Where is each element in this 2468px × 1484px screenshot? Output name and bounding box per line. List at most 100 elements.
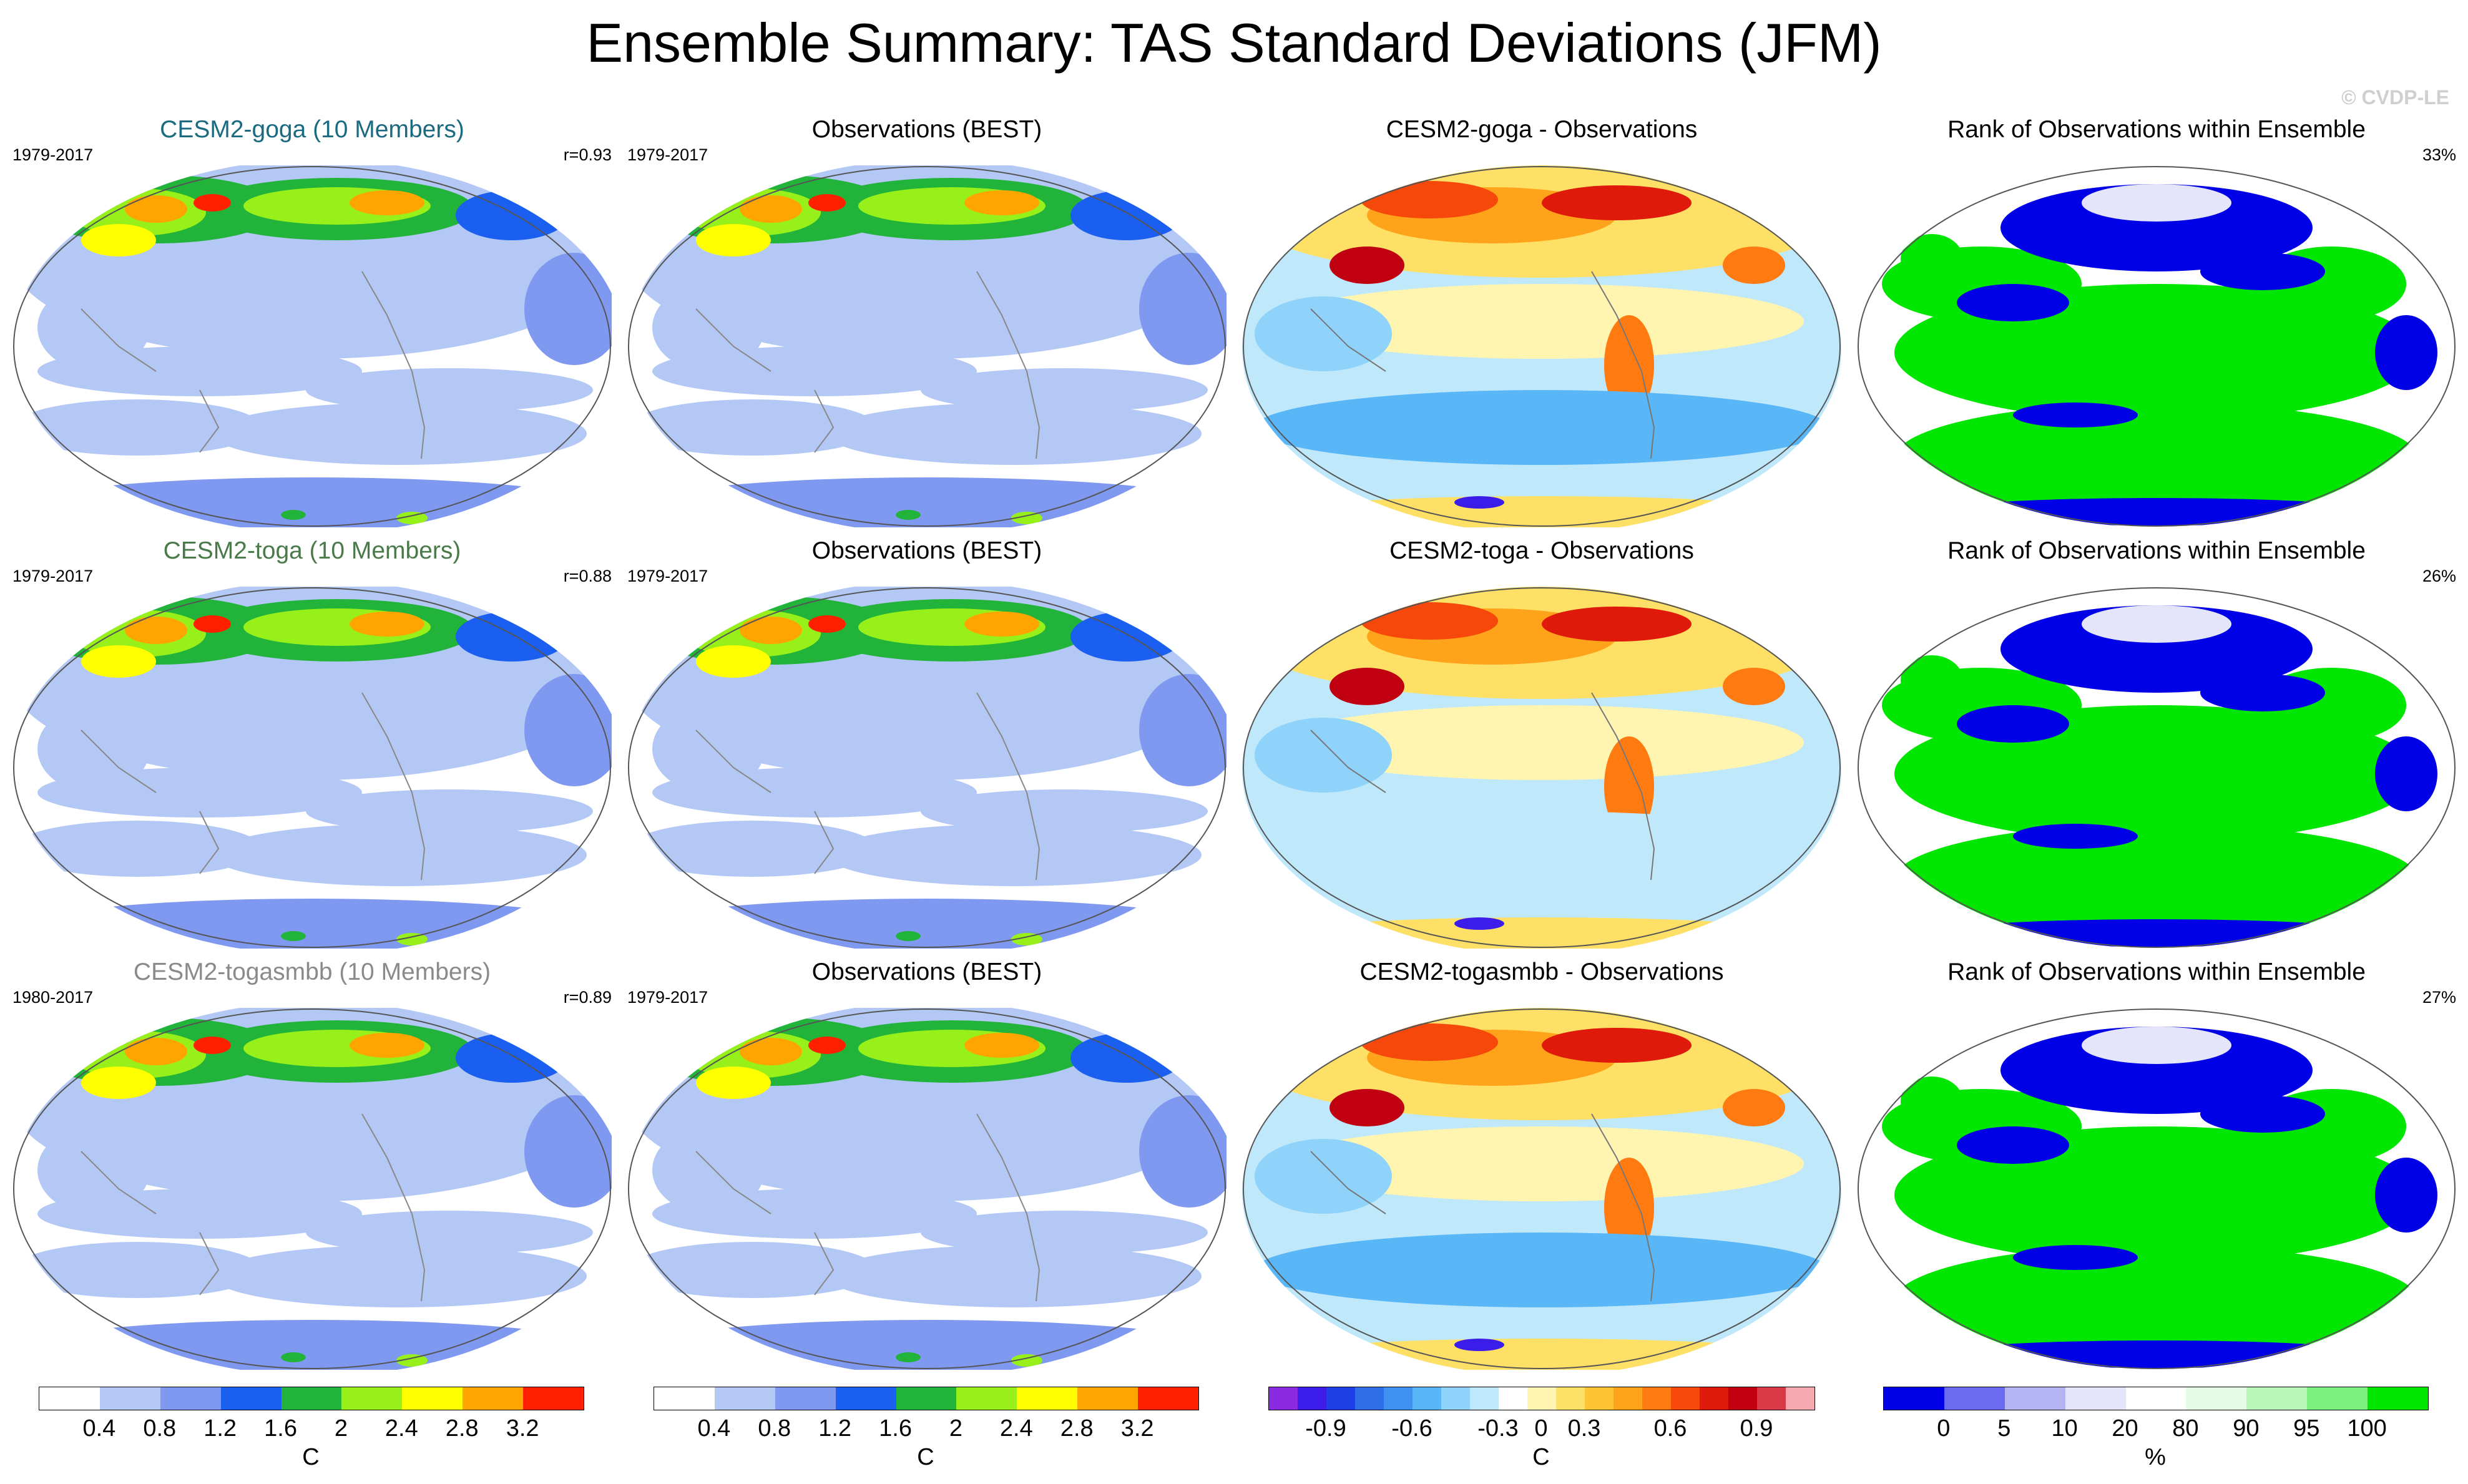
- colorbar-tick-label: -0.9: [1305, 1415, 1346, 1442]
- pattern-correlation: r=0.89: [563, 988, 612, 1007]
- colorbar-model-std: 0.4 0.8 1.2 1.6 2 2.4 2.8 3.2 C: [39, 1387, 650, 1474]
- model-std-map: [12, 1008, 612, 1370]
- colorbar-swatch: [39, 1387, 100, 1410]
- panel-diff-0: CESM2-goga - Observations: [1242, 115, 1841, 529]
- colorbar-tick-label: 0.8: [758, 1415, 791, 1442]
- panel-obs-0: Observations (BEST) 1979-2017: [627, 115, 1227, 529]
- colorbar-tick-label: 10: [2051, 1415, 2078, 1442]
- colorbar-swatch: [835, 1387, 896, 1410]
- obs-std-map: [627, 1008, 1227, 1370]
- pattern-correlation: r=0.88: [563, 567, 612, 585]
- colorbar-swatch: [1499, 1387, 1527, 1410]
- colorbar-obs-std: 0.4 0.8 1.2 1.6 2 2.4 2.8 3.2 C: [654, 1387, 1265, 1474]
- colorbar-tick-label: 2.4: [384, 1415, 418, 1442]
- colorbar-tick-label: 95: [2293, 1415, 2320, 1442]
- colorbar-tick-label: -0.6: [1391, 1415, 1432, 1442]
- panel-rank-1: Rank of Observations within Ensemble 26%: [1857, 537, 2456, 950]
- colorbar-swatch: [1527, 1387, 1556, 1410]
- colorbar-swatch: [1470, 1387, 1499, 1410]
- colorbar-tick-label: 90: [2233, 1415, 2260, 1442]
- rank-percent: 27%: [2422, 988, 2456, 1007]
- pattern-correlation: r=0.93: [563, 145, 612, 164]
- colorbar-unit: C: [1532, 1444, 1550, 1470]
- colorbar-swatch: [1556, 1387, 1585, 1410]
- panel-model-1: CESM2-toga (10 Members) 1979-2017 r=0.88: [12, 537, 612, 950]
- colorbar-swatch: [523, 1387, 584, 1410]
- difference-map: [1242, 587, 1841, 949]
- colorbar-swatch: [1298, 1387, 1326, 1410]
- colorbar-swatch: [220, 1387, 282, 1410]
- colorbar-swatch: [160, 1387, 221, 1410]
- panel-diff-2: CESM2-togasmbb - Observations: [1242, 958, 1841, 1371]
- colorbar-tick-label: 0.6: [1653, 1415, 1687, 1442]
- panel-title: Observations (BEST): [811, 959, 1042, 985]
- rank-map: [1857, 587, 2456, 949]
- colorbar-swatch: [896, 1387, 957, 1410]
- colorbar-swatch: [1355, 1387, 1384, 1410]
- colorbar-swatch: [341, 1387, 403, 1410]
- panel-title: CESM2-toga - Observations: [1389, 537, 1694, 564]
- colorbar-swatch: [1944, 1387, 2005, 1410]
- colorbar-swatch: [1138, 1387, 1198, 1410]
- years-label: 1979-2017: [12, 567, 94, 585]
- model-std-map: [12, 165, 612, 527]
- colorbar-swatch: [2368, 1387, 2428, 1410]
- colorbar-swatch: [1728, 1387, 1757, 1410]
- colorbar-tick-label: 2.8: [445, 1415, 479, 1442]
- obs-std-map: [627, 587, 1227, 949]
- colorbar-swatch: [2125, 1387, 2186, 1410]
- panel-rank-2: Rank of Observations within Ensemble 27%: [1857, 958, 2456, 1371]
- colorbar-swatch: [1585, 1387, 1614, 1410]
- watermark: © CVDP-LE: [2341, 86, 2449, 109]
- colorbar-swatch: [2246, 1387, 2308, 1410]
- colorbar-tick-label: 2: [949, 1415, 963, 1442]
- colorbar-tick-label: 100: [2347, 1415, 2387, 1442]
- panel-title: CESM2-toga (10 Members): [163, 537, 461, 564]
- colorbar-unit: %: [2145, 1444, 2166, 1470]
- colorbar-swatch: [402, 1387, 463, 1410]
- model-std-map: [12, 587, 612, 949]
- colorbar-swatch: [1384, 1387, 1413, 1410]
- colorbar-tick-label: 1.2: [203, 1415, 237, 1442]
- colorbar-unit: C: [302, 1444, 320, 1470]
- years-label: 1979-2017: [627, 145, 708, 164]
- colorbar-tick-label: 2.8: [1060, 1415, 1094, 1442]
- colorbar-swatch: [1642, 1387, 1671, 1410]
- colorbar-swatch: [654, 1387, 715, 1410]
- colorbar-tick-label: 2: [334, 1415, 348, 1442]
- colorbar-tick-label: 0.4: [82, 1415, 116, 1442]
- colorbar-swatch: [1884, 1387, 1944, 1410]
- years-label: 1979-2017: [627, 567, 708, 585]
- rank-map: [1857, 165, 2456, 527]
- difference-map: [1242, 1008, 1841, 1370]
- colorbar-tick-label: 0.4: [697, 1415, 731, 1442]
- colorbar-tick-label: 2.4: [999, 1415, 1033, 1442]
- colorbar-swatch: [2186, 1387, 2247, 1410]
- colorbar-difference: -0.9 -0.6 -0.3 0 0.3 0.6 0.9 C: [1268, 1387, 1880, 1474]
- rank-percent: 26%: [2422, 567, 2456, 585]
- colorbar-swatch: [2307, 1387, 2368, 1410]
- colorbar-swatch: [2065, 1387, 2126, 1410]
- colorbar-swatch: [775, 1387, 836, 1410]
- colorbar-tick-label: 0.9: [1740, 1415, 1773, 1442]
- colorbar-swatch: [2004, 1387, 2065, 1410]
- colorbar-unit: C: [917, 1444, 934, 1470]
- panel-obs-1: Observations (BEST) 1979-2017: [627, 537, 1227, 950]
- colorbar-tick-label: -0.3: [1477, 1415, 1519, 1442]
- colorbar-swatch: [463, 1387, 523, 1410]
- panel-title: CESM2-togasmbb (10 Members): [133, 959, 491, 985]
- colorbar-swatch: [1326, 1387, 1355, 1410]
- colorbar-tick-label: 0: [1937, 1415, 1951, 1442]
- years-label: 1980-2017: [12, 988, 94, 1007]
- colorbar-tick-label: 0: [1534, 1415, 1548, 1442]
- panel-title: Rank of Observations within Ensemble: [1947, 537, 2366, 564]
- colorbar-swatch: [1757, 1387, 1786, 1410]
- difference-map: [1242, 165, 1841, 527]
- obs-std-map: [627, 165, 1227, 527]
- panel-title: Rank of Observations within Ensemble: [1947, 959, 2366, 985]
- colorbar-swatch: [1786, 1387, 1814, 1410]
- panel-title: CESM2-goga (10 Members): [160, 116, 464, 143]
- panel-model-0: CESM2-goga (10 Members) 1979-2017 r=0.93: [12, 115, 612, 529]
- colorbar-tick-label: 80: [2172, 1415, 2199, 1442]
- colorbar-swatch: [1441, 1387, 1470, 1410]
